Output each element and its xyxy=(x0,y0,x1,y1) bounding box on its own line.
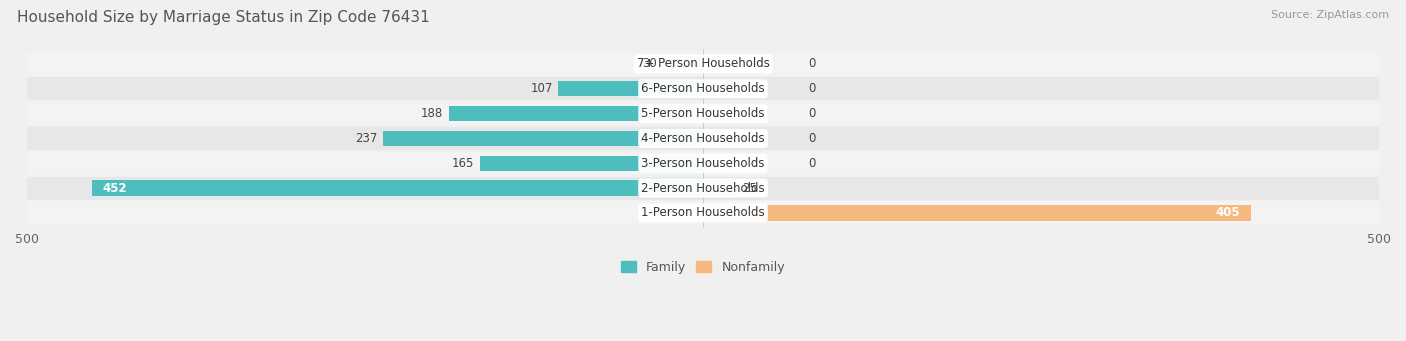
Text: Source: ZipAtlas.com: Source: ZipAtlas.com xyxy=(1271,10,1389,20)
Text: Household Size by Marriage Status in Zip Code 76431: Household Size by Marriage Status in Zip… xyxy=(17,10,430,25)
Bar xyxy=(27,77,1379,100)
Bar xyxy=(703,180,737,196)
Bar xyxy=(558,81,703,97)
Text: 2-Person Households: 2-Person Households xyxy=(641,181,765,195)
Bar xyxy=(662,56,703,72)
Text: 5-Person Households: 5-Person Households xyxy=(641,107,765,120)
Text: 4-Person Households: 4-Person Households xyxy=(641,132,765,145)
Text: 0: 0 xyxy=(808,58,815,71)
Text: 7+ Person Households: 7+ Person Households xyxy=(637,58,769,71)
Legend: Family, Nonfamily: Family, Nonfamily xyxy=(616,256,790,279)
Bar xyxy=(27,127,1379,150)
Bar xyxy=(27,53,1379,75)
Text: 188: 188 xyxy=(422,107,443,120)
Bar xyxy=(27,177,1379,199)
Bar xyxy=(479,155,703,171)
Text: 0: 0 xyxy=(808,157,815,170)
Bar xyxy=(27,102,1379,125)
Text: 0: 0 xyxy=(808,82,815,95)
Text: 237: 237 xyxy=(354,132,377,145)
Bar xyxy=(27,127,1379,150)
Text: 0: 0 xyxy=(808,132,815,145)
Bar xyxy=(27,53,1379,75)
Bar xyxy=(27,177,1379,199)
Text: 6-Person Households: 6-Person Households xyxy=(641,82,765,95)
Bar xyxy=(449,106,703,121)
Bar xyxy=(703,205,1250,221)
Text: 452: 452 xyxy=(103,181,128,195)
Text: 1-Person Households: 1-Person Households xyxy=(641,206,765,219)
Text: 107: 107 xyxy=(530,82,553,95)
Bar xyxy=(27,77,1379,100)
Text: 165: 165 xyxy=(453,157,474,170)
Bar xyxy=(27,201,1379,224)
Bar xyxy=(382,131,703,146)
Bar xyxy=(27,152,1379,175)
Text: 0: 0 xyxy=(808,107,815,120)
Bar xyxy=(27,152,1379,175)
Text: 30: 30 xyxy=(643,58,657,71)
Text: 25: 25 xyxy=(742,181,756,195)
Bar xyxy=(91,180,703,196)
Bar xyxy=(27,201,1379,224)
Text: 3-Person Households: 3-Person Households xyxy=(641,157,765,170)
Bar xyxy=(27,102,1379,125)
Text: 405: 405 xyxy=(1215,206,1240,219)
